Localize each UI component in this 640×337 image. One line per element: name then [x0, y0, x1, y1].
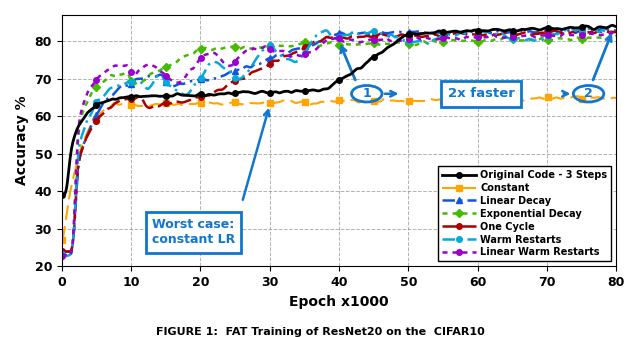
Line: Warm Restarts: Warm Restarts	[59, 25, 619, 258]
Text: Worst case:
constant LR: Worst case: constant LR	[152, 218, 235, 246]
Line: Linear Warm Restarts: Linear Warm Restarts	[59, 30, 619, 259]
Text: 2: 2	[584, 87, 593, 100]
One Cycle	[61, 250, 69, 254]
Line: Exponential Decay: Exponential Decay	[59, 33, 619, 259]
Warm Restarts	[381, 32, 388, 36]
Linear Warm Restarts	[607, 31, 615, 35]
Linear Warm Restarts	[412, 36, 419, 40]
Constant	[573, 94, 580, 98]
One Cycle	[58, 249, 66, 253]
Line: Constant: Constant	[59, 93, 619, 243]
Linear Warm Restarts	[394, 39, 402, 43]
Warm Restarts	[589, 26, 596, 30]
One Cycle	[381, 33, 388, 37]
Warm Restarts	[612, 32, 620, 36]
Linear Decay	[58, 250, 66, 254]
Linear Decay	[92, 114, 100, 118]
Linear Warm Restarts	[536, 34, 543, 38]
Warm Restarts	[412, 40, 420, 44]
Linear Warm Restarts	[92, 79, 100, 83]
One Cycle	[93, 119, 100, 123]
Constant	[536, 95, 543, 99]
Text: FIGURE 1:  FAT Training of ResNet20 on the  CIFAR10: FIGURE 1: FAT Training of ResNet20 on th…	[156, 327, 484, 337]
Exponential Decay	[412, 43, 420, 47]
One Cycle	[396, 33, 403, 37]
Linear Warm Restarts	[612, 33, 620, 37]
Exponential Decay	[396, 40, 403, 44]
Exponential Decay	[612, 34, 620, 38]
Original Code - 3 Steps	[396, 37, 403, 41]
Constant	[612, 96, 620, 100]
Linear Decay	[380, 31, 388, 35]
Linear Decay	[536, 29, 543, 33]
Original Code - 3 Steps	[608, 23, 616, 27]
Original Code - 3 Steps	[93, 103, 100, 108]
Y-axis label: Accuracy %: Accuracy %	[15, 96, 29, 185]
Linear Decay	[600, 26, 607, 30]
Text: 1: 1	[362, 87, 371, 100]
Line: One Cycle: One Cycle	[59, 28, 619, 254]
Exponential Decay	[58, 253, 66, 257]
Constant	[394, 99, 402, 103]
Warm Restarts	[479, 30, 487, 34]
Warm Restarts	[536, 38, 544, 42]
Constant	[380, 97, 388, 101]
Linear Decay	[479, 30, 486, 34]
Original Code - 3 Steps	[58, 193, 66, 197]
Exponential Decay	[64, 254, 72, 258]
Original Code - 3 Steps	[60, 193, 67, 197]
Linear Warm Restarts	[479, 35, 486, 39]
Original Code - 3 Steps	[381, 48, 388, 52]
X-axis label: Epoch x1000: Epoch x1000	[289, 295, 389, 308]
Linear Warm Restarts	[380, 37, 388, 41]
Linear Decay	[612, 29, 620, 33]
One Cycle	[552, 29, 559, 33]
Text: 2x faster: 2x faster	[448, 87, 515, 100]
Warm Restarts	[63, 254, 71, 258]
Linear Warm Restarts	[58, 254, 66, 258]
One Cycle	[536, 31, 544, 35]
Constant	[412, 99, 419, 103]
One Cycle	[412, 33, 420, 37]
Constant	[479, 100, 486, 104]
One Cycle	[612, 30, 620, 34]
Original Code - 3 Steps	[412, 32, 420, 36]
One Cycle	[479, 33, 487, 37]
Original Code - 3 Steps	[612, 25, 620, 29]
Original Code - 3 Steps	[536, 28, 544, 32]
Warm Restarts	[93, 100, 100, 104]
Original Code - 3 Steps	[479, 29, 487, 33]
Constant	[92, 118, 100, 122]
Warm Restarts	[58, 252, 66, 256]
Constant	[58, 238, 66, 242]
Exponential Decay	[93, 85, 100, 89]
Linear Decay	[412, 30, 419, 34]
Linear Decay	[394, 30, 402, 34]
Line: Linear Decay: Linear Decay	[59, 25, 619, 255]
Warm Restarts	[396, 36, 403, 40]
Line: Original Code - 3 Steps: Original Code - 3 Steps	[59, 23, 619, 198]
Exponential Decay	[479, 39, 487, 43]
Legend: Original Code - 3 Steps, Constant, Linear Decay, Exponential Decay, One Cycle, W: Original Code - 3 Steps, Constant, Linea…	[438, 166, 611, 262]
Exponential Decay	[381, 41, 388, 45]
Exponential Decay	[536, 37, 544, 41]
